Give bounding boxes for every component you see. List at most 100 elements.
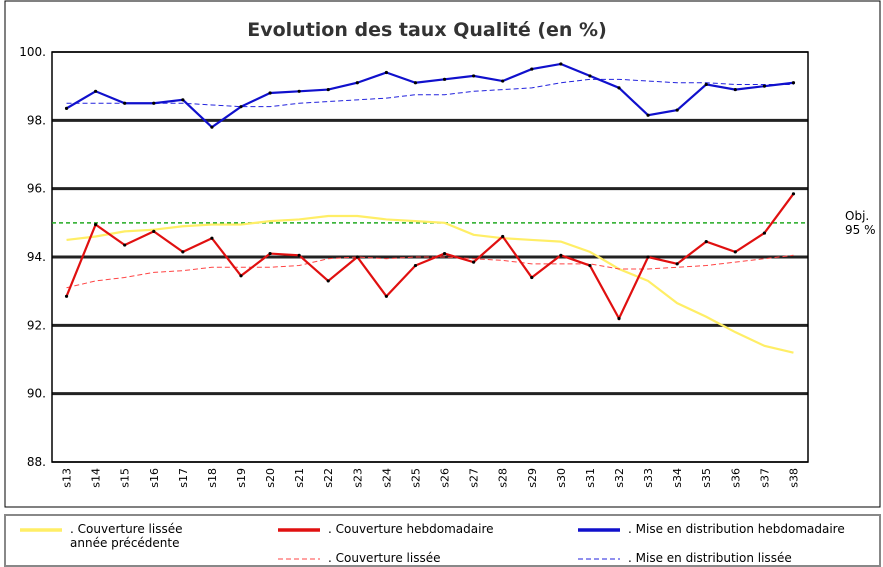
point-marker xyxy=(762,84,766,88)
x-tick-label: s13 xyxy=(61,468,74,488)
x-tick-label: s19 xyxy=(235,468,248,488)
x-tick-label: s30 xyxy=(555,468,568,488)
x-tick-label: s28 xyxy=(497,468,510,488)
x-tick-label: s29 xyxy=(526,468,539,488)
point-marker xyxy=(530,275,534,280)
plot-area xyxy=(51,51,809,463)
line-series xyxy=(65,62,794,129)
legend-label: . Couverture lissée année précédente xyxy=(70,522,183,550)
x-tick-label: s23 xyxy=(351,468,364,488)
point-marker xyxy=(268,251,272,256)
x-tick-label: s14 xyxy=(90,468,103,488)
point-marker xyxy=(355,81,359,85)
x-tick-label: s37 xyxy=(758,468,771,488)
legend-label: . Couverture lissée xyxy=(328,551,441,565)
point-marker xyxy=(733,87,737,92)
legend-label: . Couverture hebdomadaire xyxy=(328,522,494,536)
x-tick-label: s33 xyxy=(642,468,655,488)
legend-label: . Mise en distribution lissée xyxy=(628,551,792,565)
point-marker xyxy=(297,253,301,257)
chart-title: Evolution des taux Qualité (en %) xyxy=(247,19,607,41)
y-tick-label: 98. xyxy=(27,113,46,127)
point-marker xyxy=(297,89,301,93)
objective-label: Obj. xyxy=(845,209,869,223)
point-marker xyxy=(123,243,127,247)
x-tick-label: s18 xyxy=(206,468,219,488)
point-marker xyxy=(413,263,418,268)
point-marker xyxy=(559,253,563,257)
point-marker xyxy=(326,279,330,283)
point-marker xyxy=(588,74,592,78)
x-tick-label: s25 xyxy=(409,468,422,488)
point-marker xyxy=(326,87,330,92)
point-marker xyxy=(181,98,185,102)
x-tick-label: s34 xyxy=(671,468,684,488)
point-marker xyxy=(588,263,592,268)
point-marker xyxy=(442,251,447,256)
x-tick-label: s27 xyxy=(468,468,481,488)
x-tick-label: s15 xyxy=(119,468,132,488)
point-marker xyxy=(704,240,708,244)
point-marker xyxy=(501,79,505,83)
point-marker xyxy=(94,89,98,93)
y-tick-label: 90. xyxy=(27,387,46,401)
objective-label: 95 % xyxy=(845,223,876,237)
point-marker xyxy=(472,74,476,78)
x-tick-label: s17 xyxy=(177,468,190,488)
x-tick-label: s35 xyxy=(700,468,713,488)
x-tick-label: s24 xyxy=(380,468,393,488)
point-marker xyxy=(268,91,272,95)
x-tick-label: s16 xyxy=(148,468,161,488)
point-marker xyxy=(210,125,214,129)
point-marker xyxy=(472,260,476,264)
point-marker xyxy=(152,229,156,233)
point-marker xyxy=(210,236,214,240)
y-tick-label: 92. xyxy=(27,318,46,332)
point-marker xyxy=(64,106,69,110)
point-marker xyxy=(442,77,447,81)
y-tick-label: 88. xyxy=(27,455,46,469)
x-tick-label: s20 xyxy=(264,468,277,488)
legend-frame xyxy=(4,514,881,567)
x-tick-label: s36 xyxy=(729,468,742,488)
y-tick-label: 100. xyxy=(19,45,46,59)
point-marker xyxy=(384,70,388,75)
point-marker xyxy=(646,255,650,259)
point-marker xyxy=(239,105,243,109)
point-marker xyxy=(94,222,98,227)
x-tick-label: s22 xyxy=(322,468,335,488)
point-marker xyxy=(559,62,563,66)
point-marker xyxy=(413,81,418,85)
point-marker xyxy=(239,274,243,278)
line-series xyxy=(66,254,794,289)
line-series xyxy=(65,193,795,321)
point-marker xyxy=(123,101,127,105)
point-marker xyxy=(384,294,388,298)
x-tick-label: s38 xyxy=(787,468,800,488)
line-series xyxy=(66,214,794,354)
point-marker xyxy=(762,231,766,235)
y-tick-label: 96. xyxy=(27,182,46,196)
legend-label: . Mise en distribution hebdomadaire xyxy=(628,522,845,536)
point-marker xyxy=(675,262,679,266)
point-marker xyxy=(791,81,796,85)
point-marker xyxy=(617,316,621,321)
x-tick-label: s31 xyxy=(584,468,597,488)
point-marker xyxy=(791,192,796,196)
point-marker xyxy=(733,250,737,254)
point-marker xyxy=(617,86,621,90)
x-tick-label: s21 xyxy=(293,468,306,488)
point-marker xyxy=(675,108,679,112)
point-marker xyxy=(704,82,708,87)
point-marker xyxy=(355,255,359,259)
y-tick-label: 94. xyxy=(27,250,46,264)
point-marker xyxy=(530,67,534,71)
point-marker xyxy=(646,113,650,117)
point-marker xyxy=(181,250,185,254)
point-marker xyxy=(152,101,156,105)
x-tick-label: s26 xyxy=(439,468,452,488)
x-tick-label: s32 xyxy=(613,468,626,488)
point-marker xyxy=(64,294,69,298)
